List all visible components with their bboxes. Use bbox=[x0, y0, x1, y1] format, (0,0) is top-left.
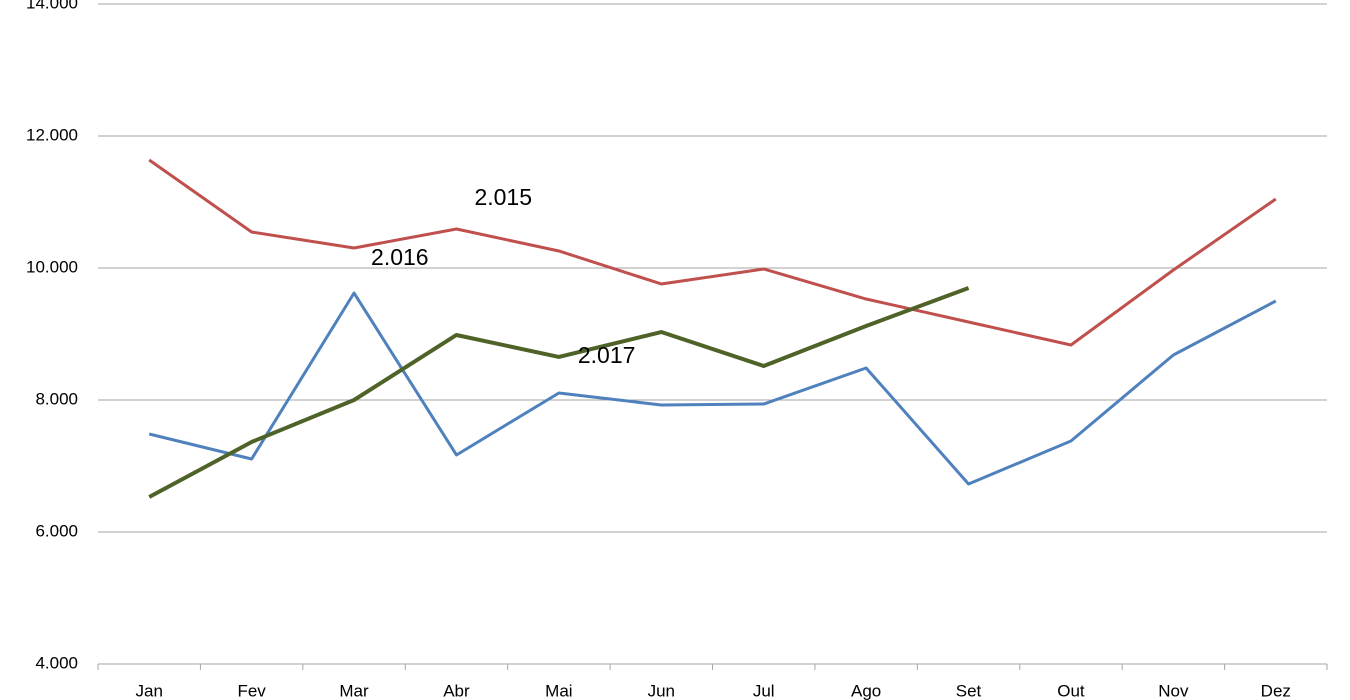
x-tick-label: Ago bbox=[851, 681, 881, 700]
x-tick-label: Dez bbox=[1261, 681, 1291, 700]
x-tick-label: Out bbox=[1057, 681, 1085, 700]
x-tick-label: Jul bbox=[753, 681, 775, 700]
series-label: 2.016 bbox=[371, 244, 429, 270]
line-series bbox=[148, 286, 970, 499]
y-tick-label: 6.000 bbox=[35, 521, 78, 540]
line-series bbox=[148, 291, 1277, 486]
x-tick-label: Mai bbox=[545, 681, 572, 700]
x-tick-label: Jan bbox=[135, 681, 162, 700]
line-series bbox=[148, 158, 1277, 347]
x-tick-label: Nov bbox=[1158, 681, 1189, 700]
x-tick-label: Fev bbox=[237, 681, 266, 700]
x-tick-label: Abr bbox=[443, 681, 470, 700]
series-label: 2.017 bbox=[578, 342, 636, 368]
y-tick-label: 4.000 bbox=[35, 653, 78, 672]
y-tick-label: 8.000 bbox=[35, 389, 78, 408]
y-tick-label: 14.000 bbox=[26, 0, 78, 12]
y-tick-label: 10.000 bbox=[26, 257, 78, 276]
x-tick-label: Jun bbox=[648, 681, 675, 700]
x-tick-label: Mar bbox=[339, 681, 369, 700]
y-tick-label: 12.000 bbox=[26, 125, 78, 144]
series-label: 2.015 bbox=[474, 184, 532, 210]
x-tick-label: Set bbox=[956, 681, 982, 700]
